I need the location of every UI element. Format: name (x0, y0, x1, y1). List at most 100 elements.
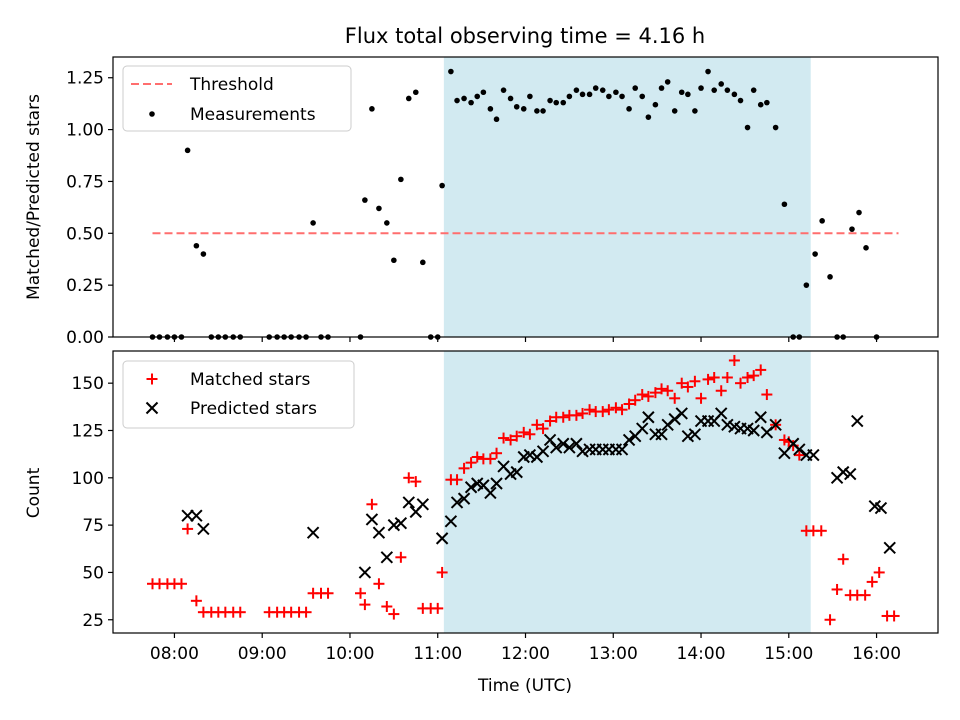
x-tick-label: 08:00 (150, 644, 199, 664)
measurement-point (547, 97, 553, 104)
measurement-point (184, 147, 191, 154)
predicted-star-point (464, 481, 478, 494)
predicted-star-point (402, 496, 415, 509)
measurement-point (534, 108, 540, 114)
predicted-star-point (197, 522, 210, 536)
measurement-point (744, 124, 751, 131)
chart-title: Flux total observing time = 4.16 h (345, 24, 705, 48)
measurement-point (664, 79, 671, 85)
matched-star-point (793, 449, 805, 461)
measurement-point (500, 87, 507, 93)
measurement-point (579, 91, 586, 98)
predicted-star-point (444, 515, 458, 528)
measurement-point (781, 201, 788, 208)
predicted-star-point (365, 513, 379, 526)
x-tick-label: 10:00 (325, 644, 374, 664)
measurement-point (461, 95, 467, 102)
predicted-star-point (615, 443, 629, 456)
matched-star-point (748, 370, 760, 382)
matched-star-point (866, 576, 878, 588)
matched-star-point (373, 578, 385, 590)
predicted-star-point (570, 437, 583, 450)
matched-star-point (190, 595, 202, 607)
predicted-star-point (715, 407, 728, 420)
matched-star-point (544, 415, 556, 427)
measurement-point (454, 97, 460, 104)
bottom-axes-frame (112, 350, 939, 634)
y-tick-label: 125 (72, 421, 104, 441)
measurement-point (468, 99, 474, 106)
bottom-legend: Matched stars Predicted stars (122, 360, 355, 429)
predicted-star-point (769, 418, 782, 432)
matched-star-point (676, 377, 688, 389)
matched-star-point (570, 409, 582, 421)
matched-star-point (755, 364, 767, 376)
measurement-point (540, 108, 546, 114)
predicted-star-point (372, 526, 386, 539)
measurement-point (480, 89, 487, 96)
matched-star-point (465, 457, 477, 469)
matched-star-point (381, 601, 393, 613)
matched-star-point (742, 371, 754, 383)
measurement-point (405, 95, 412, 102)
x-tick-label: 15:00 (764, 644, 813, 664)
y-tick-label: 25 (82, 611, 104, 631)
measurement-point (193, 242, 200, 249)
measurement-point (685, 91, 691, 98)
measurement-point (566, 93, 573, 100)
measurement-point (527, 93, 533, 100)
predicted-star-point (754, 411, 767, 424)
predicted-star-point (747, 424, 760, 437)
predicted-star-point (837, 465, 850, 479)
matched-star-point (649, 387, 661, 399)
measurement-point (652, 101, 659, 108)
predicted-star-point (675, 407, 688, 420)
predicted-star-point (358, 566, 372, 579)
measurement-point (513, 103, 520, 110)
measurement-point (376, 205, 382, 212)
matched-star-point (458, 462, 470, 474)
measurement-point (412, 89, 419, 96)
matched-star-point (366, 498, 378, 510)
matched-star-point (175, 578, 187, 590)
measurement-point (827, 274, 833, 280)
matched-star-point (629, 394, 641, 406)
measurement-point (764, 99, 770, 106)
measurement-point (645, 114, 652, 120)
matched-star-point (471, 451, 483, 463)
predicted-star-point (510, 465, 523, 479)
predicted-star-point (550, 441, 563, 454)
legend-threshold-label: Threshold (189, 75, 274, 95)
legend-measurements-label: Measurements (190, 105, 316, 125)
y-tick-label: 1.25 (66, 69, 104, 89)
matched-star-point (603, 404, 615, 416)
predicted-star-point (416, 498, 430, 511)
matched-star-point (662, 385, 674, 397)
measurement-point (592, 85, 599, 91)
measurement-point (705, 68, 711, 75)
matched-star-point (511, 430, 523, 442)
predicted-star-point (681, 429, 695, 443)
y-tick-label: 75 (82, 516, 104, 536)
predicted-star-point (394, 517, 408, 530)
legend-matched-swatch (146, 373, 158, 385)
matched-star-point (708, 371, 720, 383)
measurement-point (200, 251, 207, 257)
measurement-point (671, 108, 678, 114)
predicted-star-point (874, 501, 888, 515)
matched-stars-points (146, 354, 900, 626)
y-tick-label: 150 (72, 374, 104, 394)
matched-star-point (873, 566, 885, 578)
matched-star-point (642, 390, 654, 402)
measurement-point (520, 106, 527, 112)
matched-star-point (537, 423, 549, 435)
legend-predicted-marker (145, 401, 159, 415)
predicted-star-point (306, 526, 320, 539)
x-axis-label: Time (UTC) (477, 676, 572, 696)
matched-star-point (888, 610, 900, 622)
legend-predicted-label: Predicted stars (190, 399, 317, 419)
measurement-point (718, 81, 725, 87)
measurement-point (772, 124, 779, 131)
x-tick-label: 09:00 (238, 644, 287, 664)
